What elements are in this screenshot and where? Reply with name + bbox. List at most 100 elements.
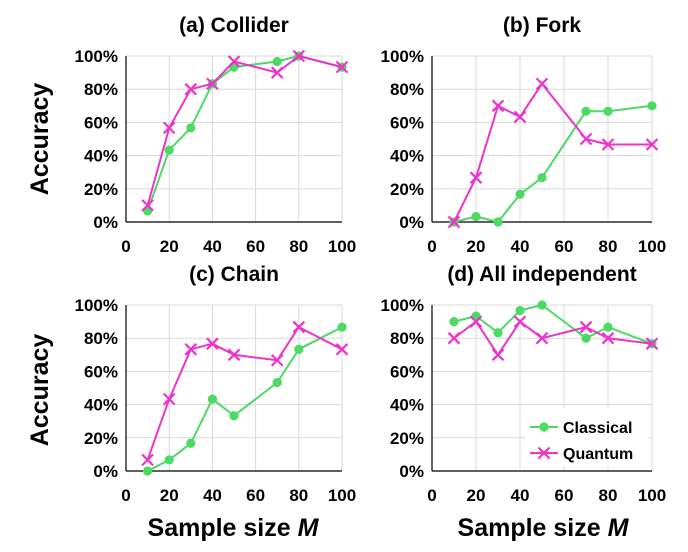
panel-c-quantum-point <box>270 354 284 367</box>
panel-b-y-tick-label: 60% <box>390 113 424 132</box>
panel-a-y-tick-label: 0% <box>93 213 118 232</box>
panel-a-classical-point <box>272 56 282 67</box>
y-axis-label-bottom: Accuracy <box>26 334 54 447</box>
panel-d-classical-point <box>537 300 547 310</box>
panel-b-x-tick-label: 40 <box>511 237 530 256</box>
panel-c-quantum-point <box>162 392 176 406</box>
y-axis-label-top: Accuracy <box>26 83 54 196</box>
panel-d-classical-point <box>515 305 525 316</box>
legend-x-marker-icon <box>537 446 551 460</box>
panel-b-quantum-point <box>535 77 549 90</box>
panel-d-x-tick-label: 100 <box>638 486 666 505</box>
panel-c-classical-point <box>186 438 196 448</box>
panel-c-y-tick-label: 80% <box>84 329 118 348</box>
panel-b-quantum-point <box>513 110 527 124</box>
panel-a-x-tick-label: 60 <box>246 237 265 256</box>
panel-b-quantum-point <box>491 99 505 113</box>
panel-d-x-tick-label: 60 <box>555 486 574 505</box>
panel-a-classical-line <box>146 55 343 212</box>
panel-c-y-tick-label: 20% <box>84 429 118 448</box>
legend-label: Classical <box>563 420 632 437</box>
panel-c: (c) Chain 0% 20% 40% 60% 80% 100% 0 20 40 60 80 100 <box>75 263 357 505</box>
panel-a: (a) Collider 0% 20% 40% 60% 80% 100% 0 20 40 60 80 1… <box>75 14 357 256</box>
panel-b-classical-point <box>515 189 525 199</box>
panel-b-quantum-point <box>469 171 483 184</box>
panel-d-y-tick-label: 20% <box>390 429 424 448</box>
x-axis-label-right-text: Sample size <box>458 514 601 542</box>
panel-b-y-tick-label: 0% <box>399 213 424 232</box>
panel-c-x-tick-label: 60 <box>246 486 265 505</box>
panel-a-y-tick-label: 40% <box>84 147 118 166</box>
panel-c-y-tick-label: 40% <box>84 396 118 415</box>
panel-a-quantum-line <box>146 55 343 206</box>
panel-c-quantum-point <box>335 343 349 356</box>
panel-b-x-tick-label: 60 <box>555 237 574 256</box>
panel-b-classical-point <box>537 173 547 183</box>
panel-c-quantum-point <box>227 348 241 362</box>
panel-d-classical-point <box>449 317 459 327</box>
panel-c-y-tick-label: 0% <box>93 462 118 481</box>
panel-a-quantum-point <box>162 121 176 135</box>
panel-d-y-tick-label: 60% <box>390 362 424 381</box>
panel-c-classical-point <box>207 394 217 404</box>
legend-circle-marker-icon <box>539 422 549 432</box>
panel-a-quantum-point <box>184 82 198 96</box>
panel-d-quantum-point <box>579 320 593 334</box>
x-axis-label-left-text: Sample size <box>148 514 291 542</box>
panel-d-x-tick-label: 80 <box>599 486 618 505</box>
panel-b: (b) Fork 0% 20% 40% 60% 80% 100% 0 20 40 60 80 100 <box>381 14 667 256</box>
panel-b-x-tick-label: 100 <box>638 237 666 256</box>
panel-b-classical-point <box>581 106 591 116</box>
panel-b-y-tick-label: 100% <box>381 47 424 66</box>
panel-d-quantum-point <box>447 331 461 345</box>
panel-c-x-tick-label: 100 <box>328 486 356 505</box>
panel-b-quantum-line <box>453 82 652 223</box>
panel-b-classical-point <box>647 101 657 111</box>
panel-c-title: (c) Chain <box>189 263 279 286</box>
panel-a-y-tick-label: 20% <box>84 180 118 199</box>
panel-c-y-tick-label: 60% <box>84 362 118 381</box>
panel-a-y-tick-label: 80% <box>84 80 118 99</box>
panel-d-x-tick-label: 20 <box>467 486 486 505</box>
panel-d-x-tick-label: 40 <box>511 486 530 505</box>
panel-d: (d) All independent 0% 20% 40% 60% 80% 100% 0 20… <box>381 263 667 505</box>
panel-a-quantum-point <box>206 77 219 90</box>
x-axis-label-left: Sample size M <box>148 514 320 542</box>
panel-d-y-tick-label: 0% <box>399 462 424 481</box>
panel-d-classical-point <box>603 322 613 332</box>
panel-b-quantum-point <box>601 138 615 151</box>
panel-c-x-tick-label: 80 <box>289 486 308 505</box>
panel-c-classical-point <box>337 322 347 332</box>
panel-c-x-tick-label: 40 <box>203 486 222 505</box>
panel-d-quantum-point <box>491 348 505 362</box>
panel-a-quantum-point <box>335 60 349 74</box>
panel-d-y-tick-label: 40% <box>390 396 424 415</box>
panel-a-y-tick-label: 60% <box>84 113 118 132</box>
panel-c-y-tick-label: 100% <box>75 296 118 315</box>
panel-d-classical-point <box>493 328 503 338</box>
panel-d-title: (d) All independent <box>447 263 636 286</box>
panel-a-x-tick-label: 80 <box>289 237 308 256</box>
legend: Classical Quantum <box>526 408 648 466</box>
panel-b-classical-point <box>471 211 481 222</box>
legend-label: Quantum <box>563 446 633 463</box>
panel-c-x-tick-label: 0 <box>121 486 130 505</box>
panel-a-title: (a) Collider <box>179 14 289 37</box>
panel-d-quantum-point <box>645 337 659 350</box>
panel-c-classical-point <box>229 411 239 421</box>
panel-b-classical-point <box>493 217 503 227</box>
panel-d-quantum-point <box>601 331 615 345</box>
panel-c-quantum-point <box>292 320 306 334</box>
panel-a-x-tick-label: 0 <box>121 237 130 256</box>
panel-a-quantum-point <box>227 55 241 68</box>
panel-b-quantum-point <box>579 132 593 146</box>
panel-c-classical-line <box>147 326 343 472</box>
panel-d-quantum-point <box>469 315 483 328</box>
panel-a-classical-point <box>164 145 174 155</box>
panel-b-quantum-point <box>645 138 659 151</box>
panel-c-x-tick-label: 20 <box>160 486 179 505</box>
panel-c-quantum-point <box>206 337 219 350</box>
panel-d-x-tick-label: 0 <box>427 486 436 505</box>
panel-b-x-tick-label: 0 <box>427 237 436 256</box>
